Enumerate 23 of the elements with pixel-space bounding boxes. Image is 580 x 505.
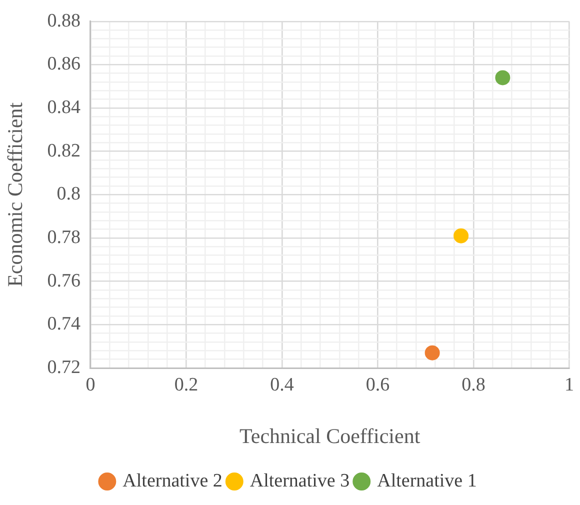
y-tick-label: 0.78 [47, 227, 80, 248]
legend-label: Alternative 3 [250, 470, 350, 492]
y-tick-label: 0.88 [47, 10, 80, 32]
y-tick-label: 0.8 [56, 184, 80, 205]
y-axis-title: Economic Coefficient [3, 102, 28, 287]
x-axis-title: Technical Coefficient [240, 424, 420, 448]
y-tick-label: 0.72 [47, 356, 80, 378]
point [495, 70, 510, 86]
legend-label: Alternative 1 [377, 470, 477, 492]
x-tick-label: 0.6 [366, 374, 390, 396]
x-tick-label: 0.2 [174, 374, 198, 396]
y-tick-label: 0.74 [47, 314, 81, 335]
y-tick-label: 0.84 [47, 97, 81, 118]
y-tick-label: 0.76 [47, 270, 80, 292]
x-tick-label: 1 [564, 374, 574, 396]
y-tick-label: 0.86 [47, 54, 80, 75]
x-tick-label: 0.8 [462, 374, 486, 396]
legend-label: Alternative 2 [122, 470, 222, 492]
x-tick-label: 0 [86, 374, 96, 396]
x-tick-label: 0.4 [270, 374, 294, 396]
point [454, 228, 469, 244]
point [424, 345, 440, 360]
y-tick-label: 0.82 [47, 140, 80, 162]
